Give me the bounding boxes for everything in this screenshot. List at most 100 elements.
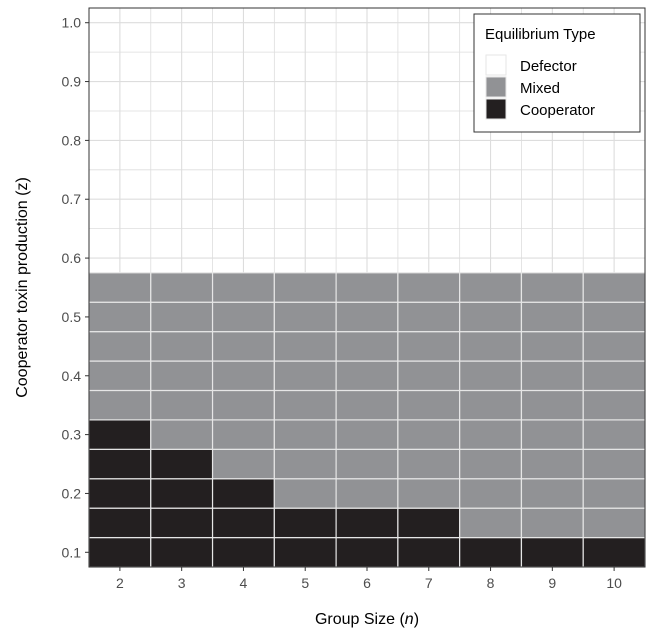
heatmap-cell-mixed: [520, 507, 584, 539]
heatmap-cell-mixed: [582, 272, 646, 303]
heatmap-cell-mixed: [520, 448, 584, 480]
legend-label-cooperator: Cooperator: [520, 102, 595, 119]
axes: 0.1 0.2 0.3 0.4 0.5 0.6 0.7 0.8 0.9 1.0 2 3 4 5 6 7 8 9 10: [62, 15, 623, 591]
heatmap-cell-cooperator: [211, 507, 275, 539]
heatmap-cell-cooperator: [211, 478, 275, 509]
heatmap-cell-mixed: [211, 272, 275, 303]
heatmap-cell-mixed: [459, 478, 523, 509]
x-tick-label: 6: [363, 575, 371, 591]
heatmap-cell-mixed: [335, 448, 399, 480]
heatmap-cell-mixed: [520, 478, 584, 509]
heatmap-cell-cooperator: [273, 536, 337, 568]
heatmap-cell-cooperator: [335, 507, 399, 539]
heatmap-cell-mixed: [88, 301, 152, 333]
heatmap-cell-mixed: [335, 301, 399, 333]
x-axis-title-text: Group Size (: [315, 611, 405, 628]
heatmap-cells: [88, 272, 646, 568]
heatmap-cell-mixed: [397, 360, 461, 392]
heatmap-cell-cooperator: [459, 536, 523, 568]
x-tick-label: 10: [606, 575, 622, 591]
heatmap-cell-mixed: [520, 360, 584, 392]
heatmap-cell-cooperator: [582, 536, 646, 568]
heatmap-cell-mixed: [520, 331, 584, 362]
y-tick-label: 0.1: [62, 544, 82, 560]
heatmap-cell-cooperator: [88, 536, 152, 568]
x-tick-label: 7: [425, 575, 433, 591]
x-tick-label: 8: [487, 575, 495, 591]
heatmap-cell-mixed: [88, 389, 152, 421]
x-axis-title: Group Size (n): [315, 611, 419, 628]
y-tick-label: 0.7: [62, 191, 82, 207]
heatmap-cell-cooperator: [88, 507, 152, 539]
heatmap-cell-mixed: [88, 331, 152, 362]
heatmap-cell-mixed: [582, 331, 646, 362]
y-tick-label: 0.4: [62, 368, 82, 384]
heatmap-cell-mixed: [335, 478, 399, 509]
x-tick-label: 2: [116, 575, 124, 591]
heatmap-cell-mixed: [582, 389, 646, 421]
heatmap-cell-mixed: [397, 389, 461, 421]
heatmap-cell-mixed: [335, 419, 399, 450]
heatmap-cell-mixed: [582, 301, 646, 333]
heatmap-cell-mixed: [335, 389, 399, 421]
heatmap-cell-cooperator: [520, 536, 584, 568]
heatmap-cell-mixed: [397, 448, 461, 480]
heatmap-cell-cooperator: [211, 536, 275, 568]
heatmap-cell-mixed: [335, 272, 399, 303]
heatmap-cell-cooperator: [273, 507, 337, 539]
y-tick-label: 1.0: [62, 15, 82, 31]
y-tick-label: 0.6: [62, 250, 82, 266]
heatmap-cell-mixed: [582, 360, 646, 392]
heatmap-cell-cooperator: [335, 536, 399, 568]
heatmap-cell-mixed: [397, 419, 461, 450]
heatmap-cell-mixed: [88, 360, 152, 392]
heatmap-cell-mixed: [520, 389, 584, 421]
heatmap-cell-mixed: [459, 419, 523, 450]
heatmap-cell-mixed: [520, 301, 584, 333]
x-tick-label: 4: [240, 575, 248, 591]
y-axis-title: Cooperator toxin production (z): [14, 177, 31, 398]
heatmap-cell-mixed: [582, 448, 646, 480]
heatmap-cell-mixed: [211, 448, 275, 480]
heatmap-cell-cooperator: [150, 507, 214, 539]
x-axis-title-suffix: ): [414, 611, 419, 628]
heatmap-cell-mixed: [211, 301, 275, 333]
heatmap-cell-mixed: [273, 419, 337, 450]
y-tick-label: 0.8: [62, 132, 82, 148]
heatmap-cell-cooperator: [88, 478, 152, 509]
heatmap-cell-mixed: [397, 272, 461, 303]
heatmap-cell-mixed: [335, 331, 399, 362]
heatmap-cell-mixed: [459, 389, 523, 421]
legend-entries: Defector Mixed Cooperator: [485, 54, 595, 120]
heatmap-cell-mixed: [335, 360, 399, 392]
x-tick-label: 3: [178, 575, 186, 591]
heatmap-cell-mixed: [211, 360, 275, 392]
heatmap-cell-mixed: [150, 360, 214, 392]
legend-label-mixed: Mixed: [520, 80, 560, 97]
heatmap-cell-cooperator: [88, 448, 152, 480]
heatmap-cell-mixed: [397, 478, 461, 509]
legend-swatch-defector: [485, 54, 507, 76]
heatmap-cell-mixed: [273, 331, 337, 362]
heatmap-cell-mixed: [520, 272, 584, 303]
heatmap-cell-mixed: [459, 272, 523, 303]
heatmap-cell-mixed: [273, 360, 337, 392]
heatmap-cell-mixed: [273, 478, 337, 509]
x-tick-label: 5: [301, 575, 309, 591]
heatmap-cell-mixed: [273, 389, 337, 421]
legend-swatch-mixed: [485, 76, 507, 98]
heatmap-cell-mixed: [273, 272, 337, 303]
heatmap-cell-mixed: [273, 448, 337, 480]
heatmap-cell-mixed: [397, 331, 461, 362]
y-tick-label: 0.9: [62, 74, 82, 90]
heatmap-cell-cooperator: [150, 448, 214, 480]
legend-title: Equilibrium Type: [485, 26, 596, 43]
heatmap-cell-mixed: [150, 301, 214, 333]
heatmap-cell-mixed: [150, 272, 214, 303]
heatmap-cell-mixed: [582, 478, 646, 509]
y-tick-label: 0.5: [62, 309, 82, 325]
heatmap-cell-mixed: [582, 419, 646, 450]
y-tick-label: 0.3: [62, 427, 82, 443]
heatmap-cell-cooperator: [150, 536, 214, 568]
